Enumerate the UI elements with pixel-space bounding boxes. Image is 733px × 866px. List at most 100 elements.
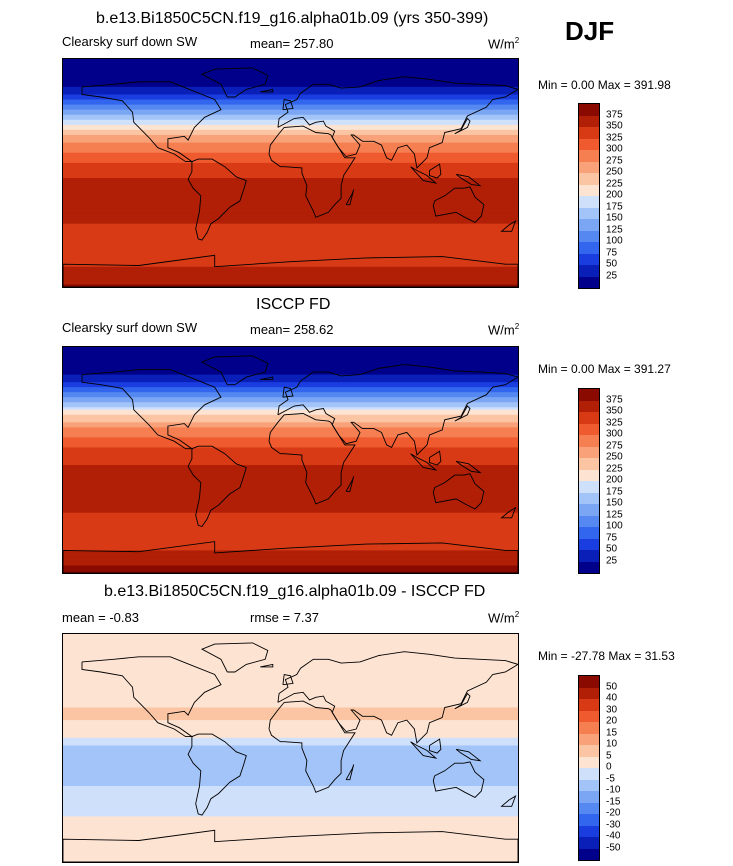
panel-2-colorbar-segment: [579, 550, 599, 562]
panel-2-band: [63, 379, 518, 383]
panel-3-band: [63, 672, 518, 676]
panel-1-colorbar-tick-label: 100: [606, 235, 623, 247]
panel-3-units: W/m2: [488, 610, 520, 626]
panel-2-band: [63, 359, 518, 363]
coastline: [187, 158, 247, 241]
coastline: [429, 738, 442, 754]
panel-1-band: [63, 221, 518, 225]
panel-2-title: ISCCP FD: [256, 296, 331, 313]
panel-1-band: [63, 102, 518, 106]
panel-1-band: [63, 183, 518, 187]
panel-1-band: [63, 167, 518, 172]
panel-1-band: [63, 127, 518, 131]
panel-3-band: [63, 644, 518, 648]
panel-3-colorbar-tick-label: -15: [606, 796, 621, 807]
panel-2-band: [63, 462, 518, 466]
panel-3-band: [63, 793, 518, 797]
panel-1-band: [63, 81, 518, 85]
panel-2-band: [63, 447, 518, 451]
panel-3-band: [63, 834, 518, 838]
panel-2-band: [63, 555, 518, 559]
panel-2-band: [63, 500, 518, 504]
panel-3-band: [63, 839, 518, 843]
panel-1-colorbar-tick-label: 275: [606, 155, 623, 166]
panel-3-colorbar-tick-label: 20: [606, 715, 618, 727]
panel-2-colorbar-segment: [579, 412, 599, 424]
panel-3-band: [63, 796, 518, 800]
coastline: [200, 642, 269, 673]
panel-2-band: [63, 562, 518, 567]
panel-3-band: [63, 687, 518, 691]
coastline: [500, 220, 517, 232]
panel-1-band: [63, 193, 518, 197]
panel-2-map: [62, 346, 519, 574]
panel-3-band: [63, 669, 518, 673]
panel-1-title: b.e13.Bi1850C5CN.f19_g16.alpha01b.09 (yr…: [96, 10, 489, 27]
coastline: [432, 473, 485, 510]
panel-2-band: [63, 565, 518, 569]
panel-1-band: [63, 86, 518, 90]
panel-2-band: [63, 389, 518, 393]
panel-3-band: [63, 654, 518, 658]
panel-1-colorbar-segment: [579, 184, 599, 196]
panel-2-colorbar-segment: [579, 527, 599, 539]
panel-1-colorbar-tick-label: 325: [606, 132, 623, 143]
panel-3-band: [63, 849, 518, 853]
panel-1-band: [63, 64, 518, 68]
panel-3-band: [63, 844, 518, 848]
panel-3-band: [63, 758, 518, 762]
panel-1-band: [63, 190, 518, 194]
panel-1-band: [63, 59, 518, 63]
panel-2-band: [63, 377, 518, 381]
panel-1-band: [63, 150, 518, 154]
panel-1-colorbar-tick-label: 375: [606, 109, 623, 120]
panel-1-band: [63, 251, 518, 255]
panel-2-band: [63, 427, 518, 431]
panel-3-band: [63, 641, 518, 645]
panel-1-band: [63, 249, 518, 253]
panel-3-band: [63, 851, 518, 855]
panel-2-band: [63, 457, 518, 461]
panel-2-band: [63, 414, 518, 418]
panel-2-band: [63, 550, 518, 554]
panel-1-units: W/m2: [488, 36, 520, 52]
panel-2-band: [63, 490, 518, 494]
panel-1-band: [63, 147, 518, 151]
panel-1-band: [63, 122, 518, 126]
panel-3-band: [63, 813, 518, 817]
panel-3-band: [63, 859, 518, 862]
panel-2-band: [63, 487, 518, 491]
panel-2-colorbar-tick-label: 50: [606, 543, 618, 555]
coastline: [345, 764, 355, 781]
panel-2-band: [63, 374, 518, 378]
coastline: [455, 460, 482, 474]
panel-3-band: [63, 702, 518, 706]
panel-2-band: [63, 512, 518, 516]
panel-2-band: [63, 432, 518, 436]
panel-2-band: [63, 434, 518, 438]
panel-1-band: [63, 140, 518, 144]
panel-3-band: [63, 710, 518, 714]
panel-1-band: [63, 228, 518, 232]
panel-1-band: [63, 135, 518, 139]
coastline: [454, 692, 471, 710]
panel-3-band: [63, 748, 518, 752]
panel-3-colorbar-segment: [579, 722, 599, 734]
panel-3-rmse: rmse = 7.37: [250, 610, 320, 625]
coastline: [63, 829, 518, 862]
coastline: [282, 98, 294, 111]
panel-1-band: [63, 69, 518, 73]
coastline: [187, 733, 247, 816]
panel-2-band: [63, 397, 518, 401]
panel-3-band: [63, 634, 518, 638]
panel-1-variable: Clearsky surf down SW: [62, 34, 198, 49]
panel-3-band: [63, 646, 518, 650]
panel-2-band: [63, 482, 518, 486]
panel-3-band: [63, 824, 518, 828]
panel-3-band: [63, 677, 518, 681]
panel-2-colorbar-tick-label: 350: [606, 405, 623, 417]
panel-3-band: [63, 649, 518, 653]
panel-3-colorbar-segment: [579, 756, 599, 768]
panel-3-colorbar-tick-label: -10: [606, 784, 621, 796]
panel-1-colorbar-tick-label: 125: [606, 224, 623, 235]
